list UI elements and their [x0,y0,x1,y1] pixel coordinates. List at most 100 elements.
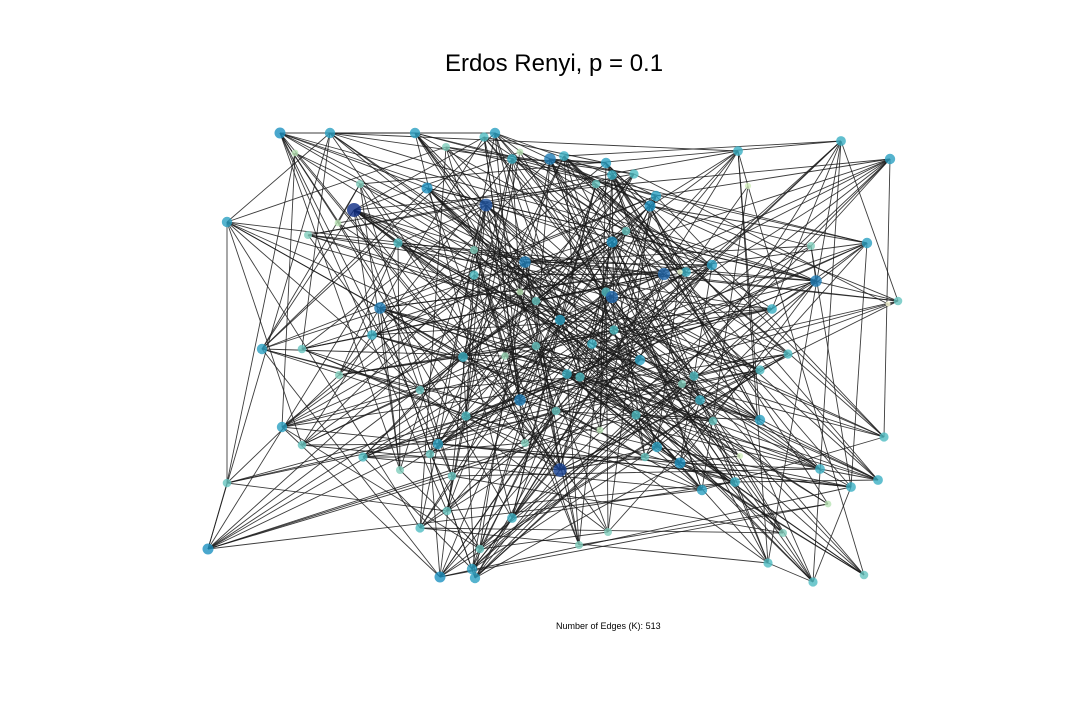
graph-node [815,464,825,474]
graph-node [807,242,815,250]
graph-edge [226,482,448,512]
graph-edge [207,475,453,550]
graph-edge [226,132,331,223]
graph-node [650,190,662,202]
graph-edge [611,241,879,481]
graph-edge [524,245,812,263]
graph-edge [465,415,736,483]
graph-edge [445,146,561,321]
graph-node [808,577,818,587]
graph-edge [371,273,665,336]
graph-edge [655,158,891,197]
graph-edge [429,271,687,455]
graph-node [434,571,446,583]
graph-edge [279,132,453,477]
graph-edge [511,183,597,519]
graph-edge [359,183,561,471]
graph-edge [281,162,607,428]
graph-node [514,394,526,406]
graph-node [736,452,744,460]
graph-edge [605,162,761,421]
graph-node [604,528,612,536]
graph-edge [261,209,355,350]
graph-node [553,463,567,477]
graph-edge [281,426,852,488]
graph-edge [207,399,521,550]
graph-edge [359,183,821,470]
graph-edge [524,261,789,355]
graph-edge [207,319,561,550]
graph-edge [379,307,401,471]
graph-edge [693,375,865,576]
graph-edge [474,329,615,579]
graph-node [415,385,425,395]
graph-edge [362,356,464,458]
graph-edge [261,230,627,350]
graph-edge [353,209,561,471]
graph-node [733,146,743,156]
graph-node [696,484,708,496]
graph-edge [353,136,485,211]
graph-node [347,203,361,217]
graph-edge [281,158,891,428]
graph-node [554,314,566,326]
graph-node [409,127,421,139]
graph-edge [414,132,868,244]
graph-edge [465,271,687,417]
graph-edge [679,455,741,464]
graph-edge [451,274,475,477]
graph-node [884,153,896,165]
graph-node [575,372,585,382]
graph-edge [261,183,361,350]
graph-edge [379,307,464,358]
graph-edge [679,399,701,464]
graph-edge [337,222,513,519]
edge-count-label: Number of Edges (K): 513 [556,621,661,631]
graph-node [356,180,364,188]
graph-edge [524,261,580,546]
graph-node [531,341,541,351]
graph-edge [429,453,441,578]
graph-node [810,275,822,287]
graph-node [744,182,752,190]
graph-edge [559,241,613,471]
graph-node [335,371,343,379]
graph-edge [607,242,868,533]
graph-edge [578,291,607,546]
graph-edge [301,132,331,350]
graph-node [621,226,631,236]
graph-edge [439,503,829,578]
graph-edge [338,136,485,376]
graph-node [730,477,740,487]
graph-edge [439,486,852,578]
graph-node [393,238,403,248]
graph-node [324,127,336,139]
graph-node [367,330,377,340]
graph-edge [329,132,513,160]
graph-edge [649,205,687,273]
graph-node [291,149,299,157]
graph-edge [338,329,615,376]
graph-node [507,513,517,523]
graph-edge [819,468,879,481]
graph-edge [226,152,296,484]
graph-edge [379,307,521,401]
graph-edge [359,183,453,477]
graph-node [677,269,683,275]
graph-node [415,523,425,533]
graph-edge [524,261,713,266]
graph-edge [639,273,665,361]
graph-node [644,200,656,212]
graph-edge [226,221,761,371]
graph-node [605,290,619,304]
graph-node [754,414,766,426]
graph-edge [767,140,842,564]
graph-node [531,296,541,306]
graph-edge [465,280,817,417]
graph-edge [294,152,521,293]
graph-edge [301,334,373,350]
graph-node [824,500,832,508]
graph-edge [294,152,464,358]
graph-edge [591,343,852,488]
